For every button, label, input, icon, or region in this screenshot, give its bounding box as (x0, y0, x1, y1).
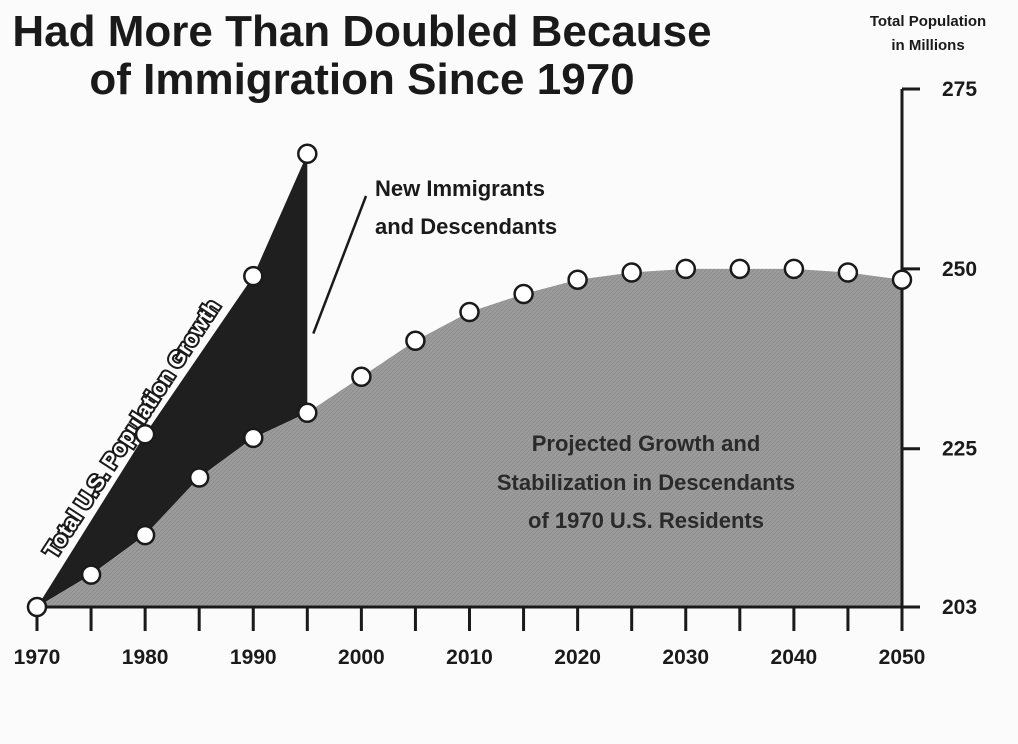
immigrant-label-line-1: New Immigrants (375, 176, 545, 201)
immigrant-pointer-line (312, 195, 368, 335)
y-tick-label: 275 (942, 78, 977, 101)
chart-title-line-1: Had More Than Doubled Because (12, 7, 711, 56)
immigrant-label-line-2: and Descendants (375, 214, 557, 239)
descendant-point (188, 467, 210, 488)
data-markers (26, 143, 913, 618)
descendant-point (243, 427, 264, 449)
descendant-point (783, 258, 805, 280)
descendant-point (567, 269, 588, 290)
x-tick-label: 2020 (554, 646, 601, 669)
descendant-point (134, 524, 156, 546)
descendant-point (837, 262, 859, 283)
descendant-point (891, 269, 913, 290)
x-tick-label: 2030 (662, 646, 709, 669)
projected-label-line-2: Stabilization in Descendants (497, 470, 795, 495)
projected-label-line-3: of 1970 U.S. Residents (528, 508, 764, 533)
total-point (297, 143, 318, 165)
x-tick-label: 2010 (446, 646, 493, 669)
total-point (134, 424, 156, 445)
descendant-point (26, 596, 48, 618)
projected-label-line-1: Projected Growth and (532, 431, 761, 456)
x-tick-label: 1970 (14, 646, 61, 669)
x-tick-label: 1990 (230, 646, 277, 669)
y-tick-label: 250 (942, 258, 977, 281)
y-axis-title-line-1: Total Population (870, 13, 986, 30)
x-tick-label: 2050 (879, 646, 926, 669)
y-tick-label: 225 (942, 438, 977, 461)
descendant-point (405, 330, 426, 352)
total-point (243, 265, 264, 287)
x-ticks: 1970 1980 1990 2000 2010 2020 2030 2040 2050 (14, 607, 926, 669)
y-tick-label: 203 (942, 596, 977, 619)
y-axis-title-line-2: in Millions (891, 37, 964, 54)
x-tick-label: 2040 (771, 646, 818, 669)
descendant-area (37, 268, 902, 607)
descendant-point (729, 258, 751, 280)
x-tick-label: 2000 (338, 646, 385, 669)
descendant-point (459, 301, 480, 323)
descendant-point (297, 402, 318, 424)
descendant-point (621, 262, 642, 283)
immigrant-area (37, 153, 308, 608)
chart-title-line-2: of Immigration Since 1970 (89, 55, 634, 104)
descendant-point (80, 564, 102, 585)
y-ticks: 203 225 250 275 (902, 78, 977, 619)
descendant-point (675, 258, 697, 280)
x-tick-label: 1980 (122, 646, 169, 669)
descendant-point (351, 366, 372, 388)
descendant-point (513, 283, 534, 305)
